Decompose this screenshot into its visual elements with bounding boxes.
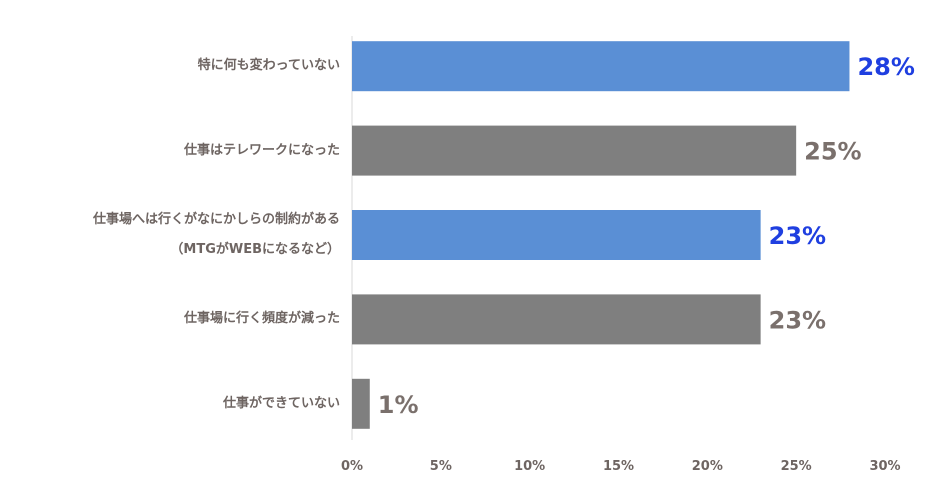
x-tick-label: 0%: [341, 459, 363, 474]
bar: [352, 294, 761, 345]
value-label: 25%: [804, 138, 861, 166]
x-tick-label: 5%: [430, 459, 452, 474]
x-tick-label: 30%: [869, 459, 900, 474]
x-tick-label: 15%: [603, 459, 634, 474]
value-label: 1%: [378, 391, 419, 419]
value-label: 28%: [857, 53, 914, 81]
bar: [352, 41, 850, 92]
x-tick-label: 25%: [781, 459, 812, 474]
value-label: 23%: [769, 222, 826, 250]
bar: [352, 378, 370, 429]
category-label: 仕事ができていない: [222, 395, 340, 411]
category-label: 特に何も変わっていない: [197, 58, 340, 74]
x-tick-label: 10%: [514, 459, 545, 474]
category-label: 仕事場へは行くがなにかしらの制約がある （MTGがWEBになるなど）: [92, 212, 340, 257]
value-label: 23%: [769, 306, 826, 334]
x-tick-label: 20%: [692, 459, 723, 474]
category-label: 仕事場に行く頻度が減った: [183, 311, 340, 327]
category-label: 仕事はテレワークになった: [183, 142, 340, 158]
bar: [352, 210, 761, 260]
bar: [352, 125, 797, 176]
